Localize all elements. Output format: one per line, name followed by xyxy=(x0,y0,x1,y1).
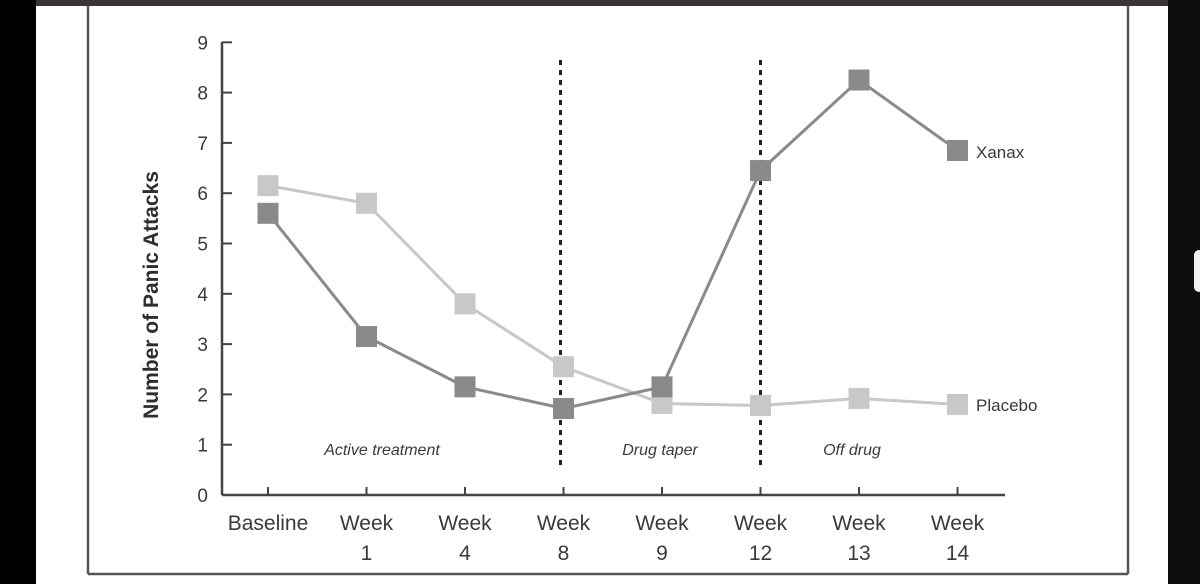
placebo-line xyxy=(267,184,958,407)
x-tick-label-line2: 13 xyxy=(847,542,870,565)
placebo-legend-marker xyxy=(948,396,967,414)
placebo-legend-label: Placebo xyxy=(976,396,1037,415)
phase-labels: Active treatment Drug taper Off drug xyxy=(323,442,881,459)
xanax-point xyxy=(848,69,870,91)
xanax-point xyxy=(553,397,574,419)
placebo-point xyxy=(848,387,870,409)
x-tick-label-line2: 8 xyxy=(558,542,570,565)
phase-label: Active treatment xyxy=(323,442,440,459)
y-tick-label: 2 xyxy=(197,385,208,406)
placebo-point xyxy=(257,175,279,197)
y-tick-label: 6 xyxy=(197,184,208,205)
placebo-point xyxy=(553,356,574,378)
y-tick-label: 9 xyxy=(197,33,208,54)
y-tick-label: 1 xyxy=(197,436,208,457)
placebo-point xyxy=(750,394,771,416)
chart-frame xyxy=(86,6,1130,576)
x-tick-label: Week xyxy=(931,512,985,535)
x-tick-label-line2: 1 xyxy=(361,542,373,565)
x-tick-label: Week xyxy=(438,512,492,535)
placebo-point xyxy=(356,192,377,214)
xanax-point xyxy=(454,376,476,398)
y-axis-label: Number of Panic Attacks xyxy=(140,171,163,419)
x-tick-label-line2: 4 xyxy=(459,542,471,565)
xanax-legend-label: Xanax xyxy=(976,143,1025,162)
x-tick-label: Week xyxy=(832,512,886,535)
y-tick-label: 3 xyxy=(197,335,208,356)
x-tick-label-line2: 14 xyxy=(946,542,970,565)
xanax-line xyxy=(266,78,959,411)
legend: Placebo Xanax xyxy=(948,143,1037,415)
phase-label: Drug taper xyxy=(622,442,698,459)
y-tick-label: 0 xyxy=(197,486,208,507)
x-tick-label: Week xyxy=(635,512,689,535)
placebo-point xyxy=(454,293,476,315)
x-tick-label: Week xyxy=(537,512,591,535)
xanax-point xyxy=(257,202,279,224)
x-tick-label: Week xyxy=(340,512,394,535)
x-tick-label: Week xyxy=(734,512,788,535)
data-series xyxy=(257,69,968,419)
side-strip xyxy=(1168,0,1200,584)
chart-panel xyxy=(36,6,1168,584)
y-tick-label: 5 xyxy=(197,235,208,256)
xanax-legend-marker xyxy=(948,143,967,161)
y-tick-label: 4 xyxy=(197,285,208,306)
x-tick-label-line2: 9 xyxy=(656,542,668,565)
top-border xyxy=(36,0,1168,6)
y-tick-label: 7 xyxy=(197,134,208,155)
scroll-handle[interactable] xyxy=(1194,250,1200,292)
xanax-point xyxy=(750,160,771,182)
xanax-point xyxy=(651,376,673,398)
y-tick-label: 8 xyxy=(197,84,208,105)
x-tick-label-line2: 12 xyxy=(749,542,772,565)
xanax-point xyxy=(356,326,377,348)
x-tick-label: Baseline xyxy=(228,512,309,535)
phase-label: Off drug xyxy=(823,442,881,459)
